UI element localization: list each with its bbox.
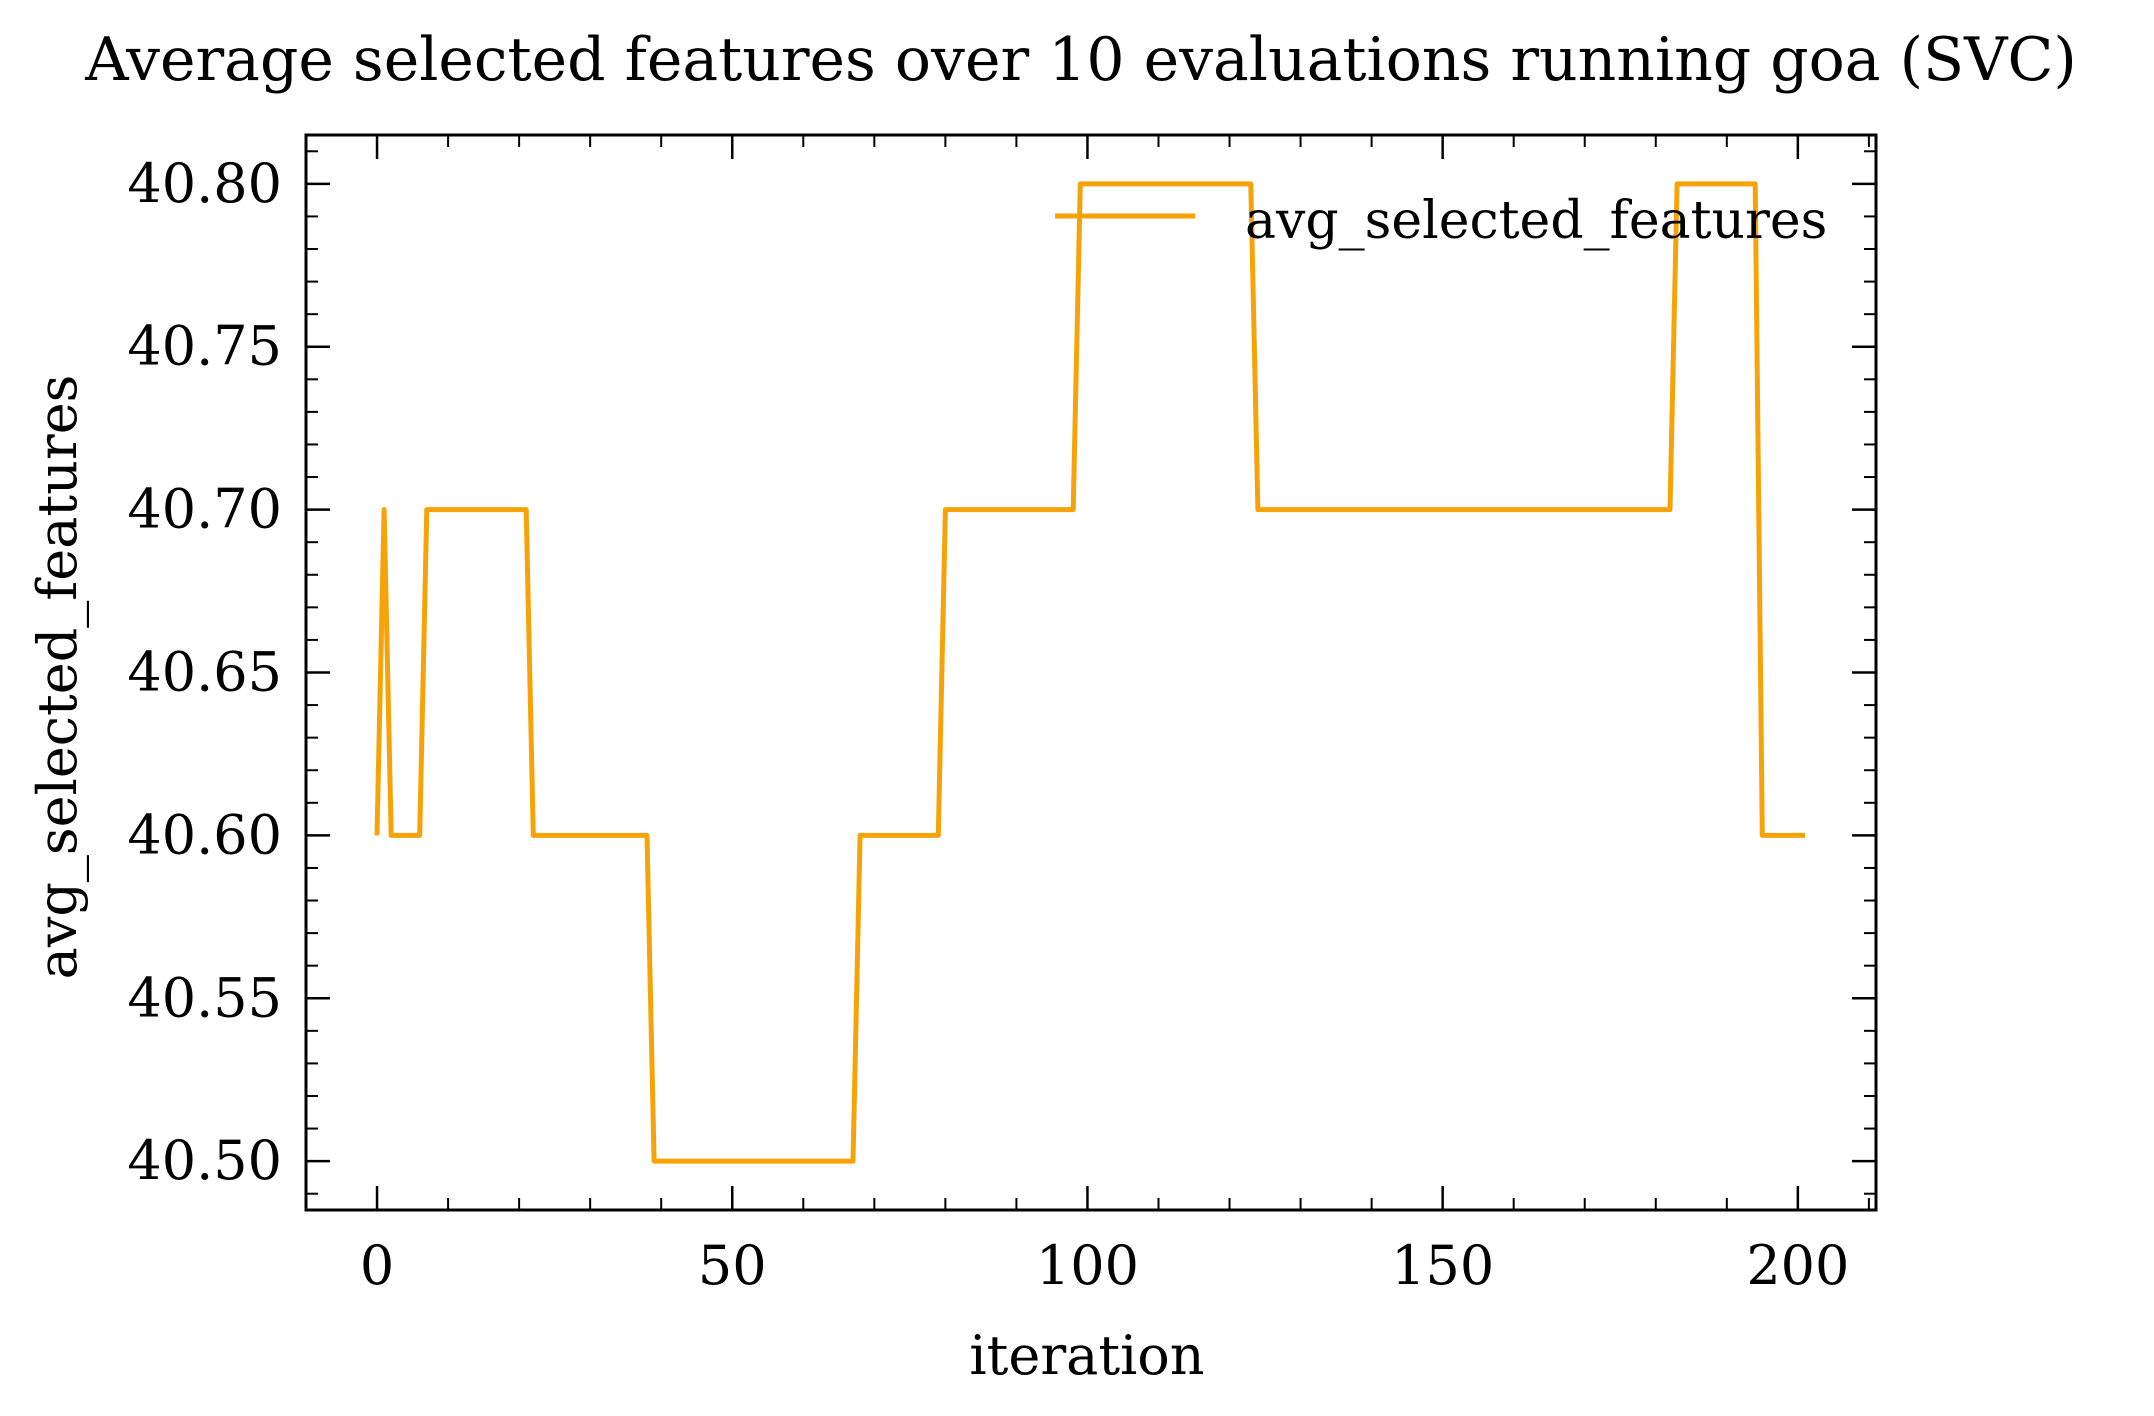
y-tick-label: 40.70 — [127, 478, 282, 541]
x-axis-label: iteration — [969, 1324, 1204, 1387]
y-tick-label: 40.80 — [127, 152, 282, 215]
axis-ticks — [305, 135, 1876, 1210]
x-tick-label: 50 — [698, 1234, 767, 1297]
x-tick-label: 100 — [1036, 1234, 1139, 1297]
chart-title: Average selected features over 10 evalua… — [84, 25, 2077, 95]
x-tick-label: 0 — [360, 1234, 394, 1297]
y-tick-label: 40.50 — [127, 1129, 282, 1192]
y-tick-label: 40.60 — [127, 803, 282, 866]
legend-label: avg_selected_features — [1245, 191, 1827, 251]
y-tick-label: 40.75 — [127, 315, 282, 378]
tick-labels: 0 50 100 150 200 40.50 40.55 40.60 40.65 40.70 40.… — [127, 152, 1849, 1297]
x-tick-label: 200 — [1746, 1234, 1849, 1297]
series-layer — [374, 181, 1805, 1164]
y-tick-label: 40.55 — [127, 966, 282, 1029]
legend: avg_selected_features — [1055, 191, 1827, 251]
y-tick-label: 40.65 — [127, 641, 282, 704]
plot-frame — [304, 133, 1878, 1212]
series-line — [374, 181, 1805, 1164]
y-axis-label: avg_selected_features — [26, 375, 89, 980]
x-tick-label: 150 — [1391, 1234, 1494, 1297]
